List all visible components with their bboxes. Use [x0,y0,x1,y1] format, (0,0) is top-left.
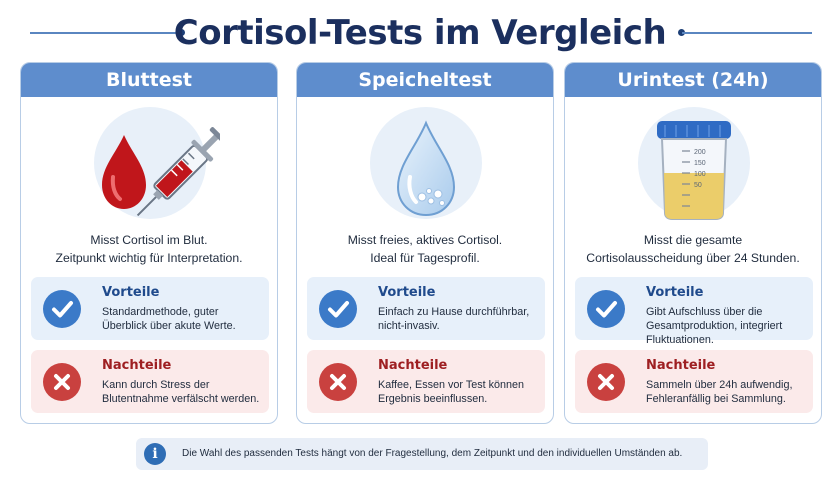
card-speicheltest: Speicheltest Misst freies, aktives Corti… [296,62,554,424]
urine-container-icon: 200 150 100 50 [624,107,764,227]
card-title: Bluttest [21,63,277,97]
pro-box: Vorteile Gibt Aufschluss über die Gesamt… [575,277,813,346]
pro-text: Einfach zu Hause durchführbar, nicht-inv… [378,306,530,332]
con-box: Nachteile Kaffee, Essen vor Test können … [307,350,545,413]
scale-label-150: 150 [694,160,706,167]
title-dot-right [678,29,685,36]
pro-title: Vorteile [378,285,436,300]
saliva-drop-icon [356,107,496,227]
page-title: Cortisol-Tests im Vergleich [173,13,667,53]
card-title: Urintest (24h) [565,63,821,97]
card-description: Misst die gesamte Cortisolausscheidung ü… [586,233,800,265]
info-note: i Die Wahl des passenden Tests hängt von… [136,438,708,470]
card-bluttest: Bluttest Misst Cortisol im Blut [20,62,278,424]
con-text: Kann durch Stress der Blutentnahme verfä… [102,379,260,405]
card-urintest: Urintest (24h) 200 150 100 50 Misst die … [564,62,822,424]
con-title: Nachteile [102,358,172,373]
info-icon: i [144,443,166,465]
x-mark-icon [587,363,625,401]
con-box: Nachteile Kann durch Stress der Blutentn… [31,350,269,413]
con-title: Nachteile [378,358,448,373]
pro-text: Gibt Aufschluss über die Gesamtproduktio… [646,306,783,346]
scale-label-200: 200 [694,149,706,156]
checkmark-icon [587,290,625,328]
card-description: Misst freies, aktives Cortisol. Ideal fü… [347,233,503,265]
blood-drop-syringe-icon [80,107,220,227]
con-text: Kaffee, Essen vor Test können Ergebnis b… [378,379,525,405]
pro-title: Vorteile [646,285,704,300]
scale-label-50: 50 [694,182,702,189]
scale-label-100: 100 [694,171,706,178]
pro-text: Standardmethode, guter Überblick über ak… [102,306,236,332]
title-dot-left [178,29,185,36]
con-box: Nachteile Sammeln über 24h aufwendig, Fe… [575,350,813,413]
pro-title: Vorteile [102,285,160,300]
card-description: Misst Cortisol im Blut. Zeitpunkt wichti… [55,233,243,265]
x-mark-icon [43,363,81,401]
x-mark-icon [319,363,357,401]
checkmark-icon [319,290,357,328]
title-row: Cortisol-Tests im Vergleich [0,10,840,56]
info-note-text: Die Wahl des passenden Tests hängt von d… [182,448,683,459]
pro-box: Vorteile Standardmethode, guter Überblic… [31,277,269,340]
pro-box: Vorteile Einfach zu Hause durchführbar, … [307,277,545,340]
con-title: Nachteile [646,358,716,373]
checkmark-icon [43,290,81,328]
title-divider-left [30,32,180,34]
title-divider-right [682,32,812,34]
card-title: Speicheltest [297,63,553,97]
con-text: Sammeln über 24h aufwendig, Fehleranfäll… [646,379,793,405]
